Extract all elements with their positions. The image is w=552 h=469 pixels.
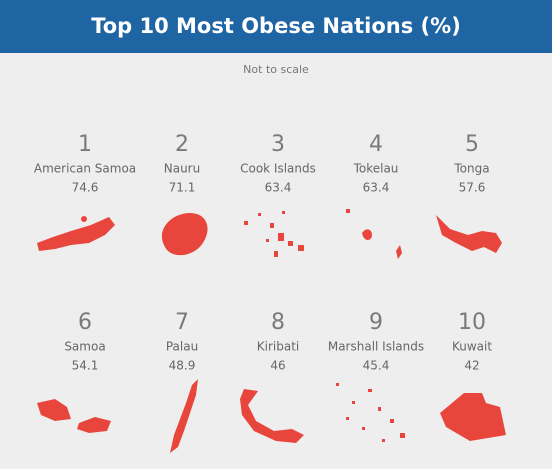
rank: 10 — [458, 310, 486, 335]
obesity-value: 46 — [270, 359, 285, 373]
title: Top 10 Most Obese Nations (%) — [91, 14, 461, 38]
obesity-value: 74.6 — [72, 181, 99, 195]
nation-shape — [346, 209, 402, 259]
nation-shape — [240, 389, 304, 443]
nation-shape — [37, 399, 111, 433]
obesity-value: 57.6 — [459, 181, 486, 195]
rank: 4 — [369, 132, 383, 157]
rank: 5 — [465, 132, 479, 157]
nation-name: Kuwait — [452, 340, 492, 354]
nation-shape — [170, 379, 198, 453]
nation-shape — [440, 393, 506, 441]
nation-name: Tonga — [453, 162, 489, 176]
nation-name: Nauru — [164, 162, 200, 176]
obesity-value: 63.4 — [265, 181, 292, 195]
obesity-value: 71.1 — [169, 181, 196, 195]
nation-name: Tokelau — [353, 162, 399, 176]
obesity-value: 54.1 — [72, 359, 99, 373]
obesity-value: 48.9 — [169, 359, 196, 373]
rank: 7 — [175, 310, 189, 335]
nation-name: Cook Islands — [240, 162, 316, 176]
nation-shape — [37, 216, 115, 251]
header-bar — [0, 0, 552, 53]
obesity-value: 63.4 — [363, 181, 390, 195]
rank: 6 — [78, 310, 92, 335]
rank: 3 — [271, 132, 285, 157]
nation-name: Marshall Islands — [328, 340, 424, 354]
rank: 2 — [175, 132, 189, 157]
nation-shape — [161, 213, 208, 256]
nation-name: Kiribati — [257, 340, 299, 354]
nation-name: American Samoa — [34, 162, 136, 176]
nation-shape — [436, 215, 502, 253]
nation-shape — [336, 383, 405, 442]
obesity-value: 45.4 — [363, 359, 390, 373]
nation-name: Samoa — [64, 340, 105, 354]
nation-shape — [244, 211, 304, 257]
subtitle: Not to scale — [243, 63, 309, 76]
rank: 8 — [271, 310, 285, 335]
rank: 9 — [369, 310, 383, 335]
obesity-value: 42 — [464, 359, 479, 373]
nation-name: Palau — [166, 340, 198, 354]
rank: 1 — [78, 132, 92, 157]
